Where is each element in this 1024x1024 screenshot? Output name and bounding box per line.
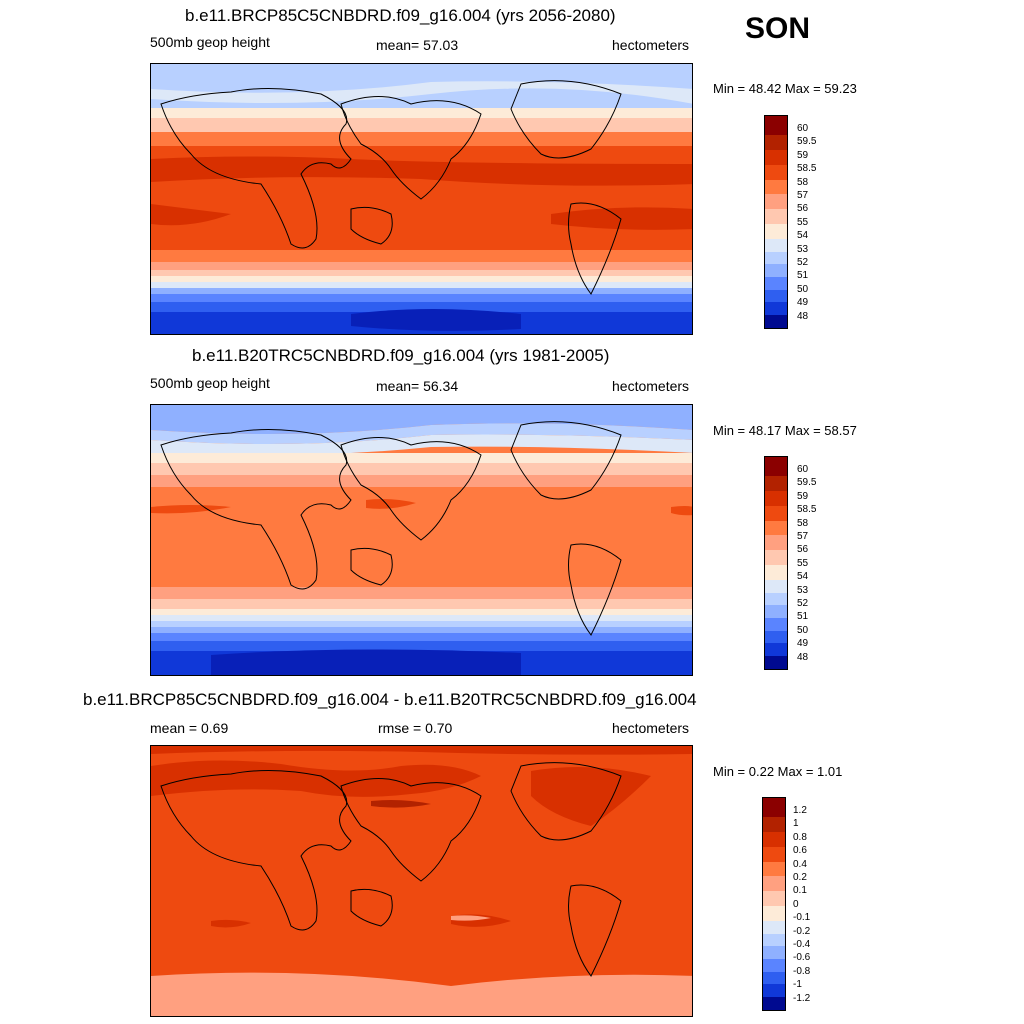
colorbar-tick: 54 (797, 230, 809, 242)
colorbar-tick: -0.8 (793, 965, 811, 977)
panel-1-variable: 500mb geop height (150, 34, 270, 50)
colorbar-tick: 0.2 (793, 872, 807, 883)
colorbar-tick: 49 (797, 638, 809, 650)
colorbar-tick: 55 (797, 557, 809, 569)
colorbar-tick: -1.2 (793, 992, 811, 1004)
panel-1-units: hectometers (612, 37, 690, 53)
season-label: SON (745, 12, 811, 45)
colorbar-tick: 59 (797, 490, 809, 502)
colorbar-tick: 58 (797, 517, 809, 529)
colorbar-tick: 59.5 (797, 136, 817, 148)
colorbar-tick: 0 (793, 898, 799, 910)
colorbar-tick: -1 (793, 979, 802, 991)
panel-2-variable: 500mb geop height (150, 375, 270, 391)
colorbar-tick: -0.2 (793, 925, 811, 937)
panel-3-rmse: rmse = 0.70 (378, 720, 453, 736)
colorbar-tick: 59 (797, 149, 809, 161)
colorbar-tick: 1 (793, 818, 799, 830)
colorbar-tick: 51 (797, 611, 809, 623)
colorbar-tick: 53 (797, 584, 809, 596)
colorbar-tick: -0.4 (793, 939, 811, 950)
panel-3-units: hectometers (612, 720, 690, 736)
colorbar-tick: 53 (797, 243, 809, 255)
panel-1-colorbar (764, 115, 788, 329)
panel-3-mean: mean = 0.69 (150, 720, 229, 736)
colorbar-tick: -0.6 (793, 952, 811, 964)
colorbar-tick: 51 (797, 270, 809, 282)
panel-2-title: b.e11.B20TRC5CNBDRD.f09_g16.004 (yrs 198… (192, 346, 610, 365)
colorbar-tick: 49 (797, 297, 809, 309)
panel-1-title: b.e11.BRCP85C5CNBDRD.f09_g16.004 (yrs 20… (185, 6, 616, 25)
panel-1-map (150, 63, 693, 335)
colorbar-tick: 58.5 (797, 163, 817, 175)
colorbar-tick: 52 (797, 598, 809, 609)
colorbar-tick: 56 (797, 203, 809, 215)
colorbar-tick: 0.4 (793, 858, 807, 870)
panel-3-map (150, 745, 693, 1017)
colorbar-tick: 54 (797, 571, 809, 583)
colorbar-tick: 55 (797, 216, 809, 228)
colorbar-tick: 58.5 (797, 504, 817, 516)
colorbar-tick: 57 (797, 190, 809, 201)
colorbar-tick: 48 (797, 651, 809, 663)
colorbar-tick: 48 (797, 310, 809, 322)
panel-2-map (150, 404, 693, 676)
panel-2-colorbar (764, 456, 788, 670)
panel-2-units: hectometers (612, 378, 690, 394)
panel-1-minmax: Min = 48.42 Max = 59.23 (713, 81, 857, 96)
colorbar-tick: 50 (797, 283, 809, 295)
panel-2-minmax: Min = 48.17 Max = 58.57 (713, 423, 857, 438)
colorbar-tick: 50 (797, 624, 809, 636)
panel-1-mean: mean= 57.03 (376, 37, 459, 53)
panel-2-mean: mean= 56.34 (376, 378, 459, 394)
colorbar-tick: 56 (797, 544, 809, 556)
panel-3-colorbar (762, 797, 786, 1011)
colorbar-tick: 60 (797, 464, 809, 475)
colorbar-tick: 0.8 (793, 831, 807, 843)
panel-3-minmax: Min = 0.22 Max = 1.01 (713, 764, 843, 779)
colorbar-tick: 0.6 (793, 845, 807, 857)
colorbar-tick: 57 (797, 531, 809, 542)
colorbar-tick: 58 (797, 176, 809, 188)
colorbar-tick: 60 (797, 123, 809, 134)
colorbar-tick: -0.1 (793, 912, 811, 924)
colorbar-tick: 0.1 (793, 885, 807, 897)
colorbar-tick: 59.5 (797, 477, 817, 489)
panel-3-title: b.e11.BRCP85C5CNBDRD.f09_g16.004 - b.e11… (83, 690, 697, 709)
colorbar-tick: 52 (797, 257, 809, 268)
colorbar-tick: 1.2 (793, 805, 807, 816)
